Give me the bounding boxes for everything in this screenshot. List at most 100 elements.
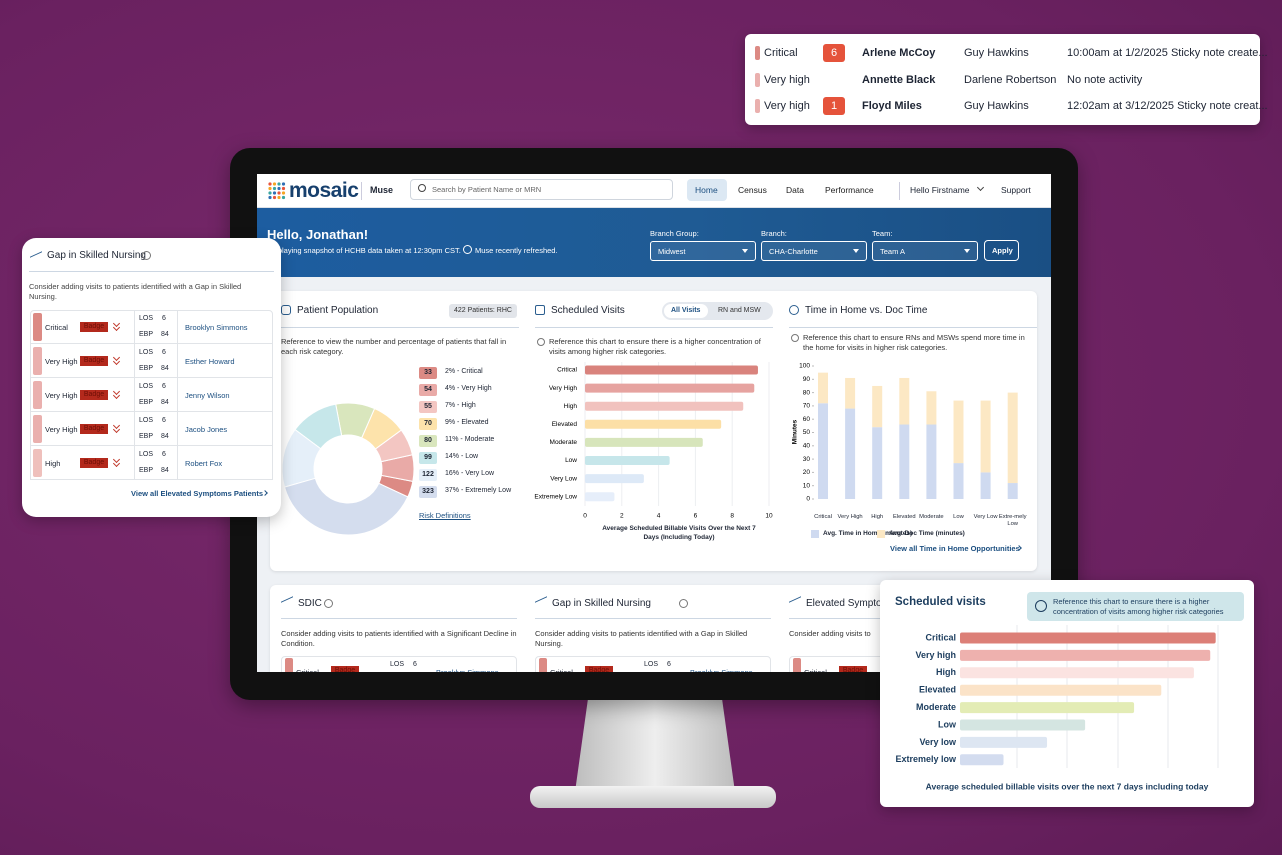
x-tick-label: 8: [730, 513, 734, 520]
badge: Badge: [331, 666, 359, 672]
badge: Badge: [80, 322, 108, 332]
filter-select[interactable]: Team A: [872, 241, 978, 261]
y-tick-label: 20: [803, 469, 811, 476]
los-value: 6: [162, 315, 166, 322]
stacked-bar: [818, 372, 828, 404]
los-value: 6: [162, 451, 166, 458]
risk-indicator: [285, 658, 293, 672]
logo-dot: [277, 195, 281, 200]
nav-link[interactable]: Home: [695, 185, 718, 195]
patient-link[interactable]: Jenny Wilson: [185, 391, 230, 400]
row-box: [30, 446, 273, 480]
filter-select[interactable]: CHA-Charlotte: [761, 241, 867, 261]
y-tick-label: Critical: [557, 367, 577, 374]
refresh-text: Muse recently refreshed.: [475, 246, 558, 255]
chart-canvas: [268, 182, 286, 200]
y-tick-label: Very High: [549, 385, 578, 392]
y-tick-label: Very high: [915, 650, 956, 660]
info-icon: [537, 338, 545, 346]
los-value: 6: [162, 417, 166, 424]
logo-dot: [268, 195, 272, 200]
note-activity: No note activity: [1067, 73, 1143, 86]
los-label: LOS: [139, 315, 154, 322]
clinician-name: Guy Hawkins: [964, 47, 1029, 59]
risk-label: Critical: [296, 668, 319, 672]
legend-label: Avg. Doc Time (minutes): [889, 530, 965, 537]
card-title: Gap in Skilled Nursing: [552, 598, 651, 609]
filter-select[interactable]: Midwest: [650, 241, 756, 261]
nav-link[interactable]: Performance: [825, 185, 874, 195]
patient-link[interactable]: Brooklyn Simmons: [690, 668, 753, 672]
card-description: Consider adding visits to patients ident…: [281, 629, 517, 648]
row-box: [535, 656, 771, 672]
clinician-name: Darlene Robertson: [964, 73, 1057, 86]
logo-dot: [272, 182, 277, 186]
stacked-bar: [818, 403, 828, 499]
risk-indicator: [755, 46, 760, 60]
ebp-label: EBP: [139, 467, 154, 474]
view-all-link[interactable]: View all Elevated Symptoms Patients: [131, 489, 263, 498]
legend-label: 4% - Very High: [445, 385, 492, 392]
tab[interactable]: RN and MSW: [718, 307, 761, 314]
risk-definitions-link[interactable]: Risk Definitions: [419, 511, 471, 520]
risk-label: Critical: [804, 668, 827, 672]
x-tick-label: 2: [620, 513, 624, 520]
view-all-link[interactable]: View all Time in Home Opportunities: [890, 544, 1020, 553]
risk-label: Very High: [45, 425, 78, 434]
y-tick-label: High: [936, 667, 956, 677]
y-tick-label: 40: [803, 443, 811, 450]
stacked-bar: [953, 400, 964, 464]
x-tick-label: Extre-mely Low: [998, 514, 1027, 527]
scheduled-visits-popup: Scheduled visits Reference this chart to …: [880, 580, 1254, 807]
tab[interactable]: All Visits: [671, 307, 701, 314]
logo-dot: [281, 195, 286, 200]
risk-indicator: [755, 72, 760, 87]
apply-button[interactable]: Apply: [984, 240, 1019, 261]
y-tick-label: 10: [803, 482, 811, 489]
legend-count: 33: [419, 367, 437, 379]
info-icon: [791, 334, 799, 342]
patient-link[interactable]: Jacob Jones: [185, 425, 228, 434]
risk-indicator: [33, 449, 42, 477]
los-label: LOS: [139, 417, 154, 424]
risk-label: High: [45, 459, 61, 468]
los-label: LOS: [139, 383, 154, 390]
user-menu[interactable]: Hello Firstname: [910, 185, 970, 195]
legend-label: 9% - Elevated: [445, 419, 489, 426]
info-icon: [1035, 600, 1047, 612]
popup-title: Scheduled visits: [895, 596, 986, 608]
patient-count-badge: 422 Patients: RHC: [449, 304, 517, 318]
y-tick-label: Extremely low: [895, 754, 957, 764]
greeting: Hello, Jonathan!: [267, 227, 369, 242]
x-axis-label: Average scheduled billable visits over t…: [926, 781, 1209, 791]
stacked-bar: [872, 385, 883, 428]
product-name: Muse: [370, 185, 394, 195]
legend-label: Avg. Time in Home (minutes): [823, 530, 913, 537]
patient-link[interactable]: Brooklyn Simmons: [185, 323, 248, 332]
row-box: [30, 310, 273, 344]
patient-link[interactable]: Esther Howard: [185, 357, 235, 366]
count-badge: 6: [823, 44, 845, 62]
row-box: [30, 344, 273, 378]
nav-active: [687, 179, 727, 201]
ebp-value: 84: [161, 399, 169, 406]
x-tick-label: 0: [583, 513, 587, 520]
support-link[interactable]: Support: [1001, 185, 1031, 195]
patient-link[interactable]: Brooklyn Simmons: [436, 668, 499, 672]
card-description: Consider adding visits to patients ident…: [29, 282, 242, 301]
search-box[interactable]: Search by Patient Name or MRN: [410, 179, 673, 200]
nav-link[interactable]: Census: [738, 185, 767, 195]
nav-link[interactable]: Data: [786, 185, 804, 195]
badge: Badge: [839, 666, 867, 672]
legend-count: 80: [419, 435, 437, 447]
clinician-name: Guy Hawkins: [964, 100, 1029, 112]
metric-divider: [177, 412, 178, 446]
section-divider: [789, 327, 1037, 328]
notification-card: Critical 6 Arlene McCoy Guy Hawkins 10:00am …: [745, 34, 1268, 125]
patient-link[interactable]: Robert Fox: [185, 459, 223, 468]
stacked-bar: [872, 427, 883, 499]
select-caret: [742, 249, 748, 253]
filter-label: Branch:: [761, 229, 787, 238]
x-tick-label: Low: [953, 514, 964, 520]
